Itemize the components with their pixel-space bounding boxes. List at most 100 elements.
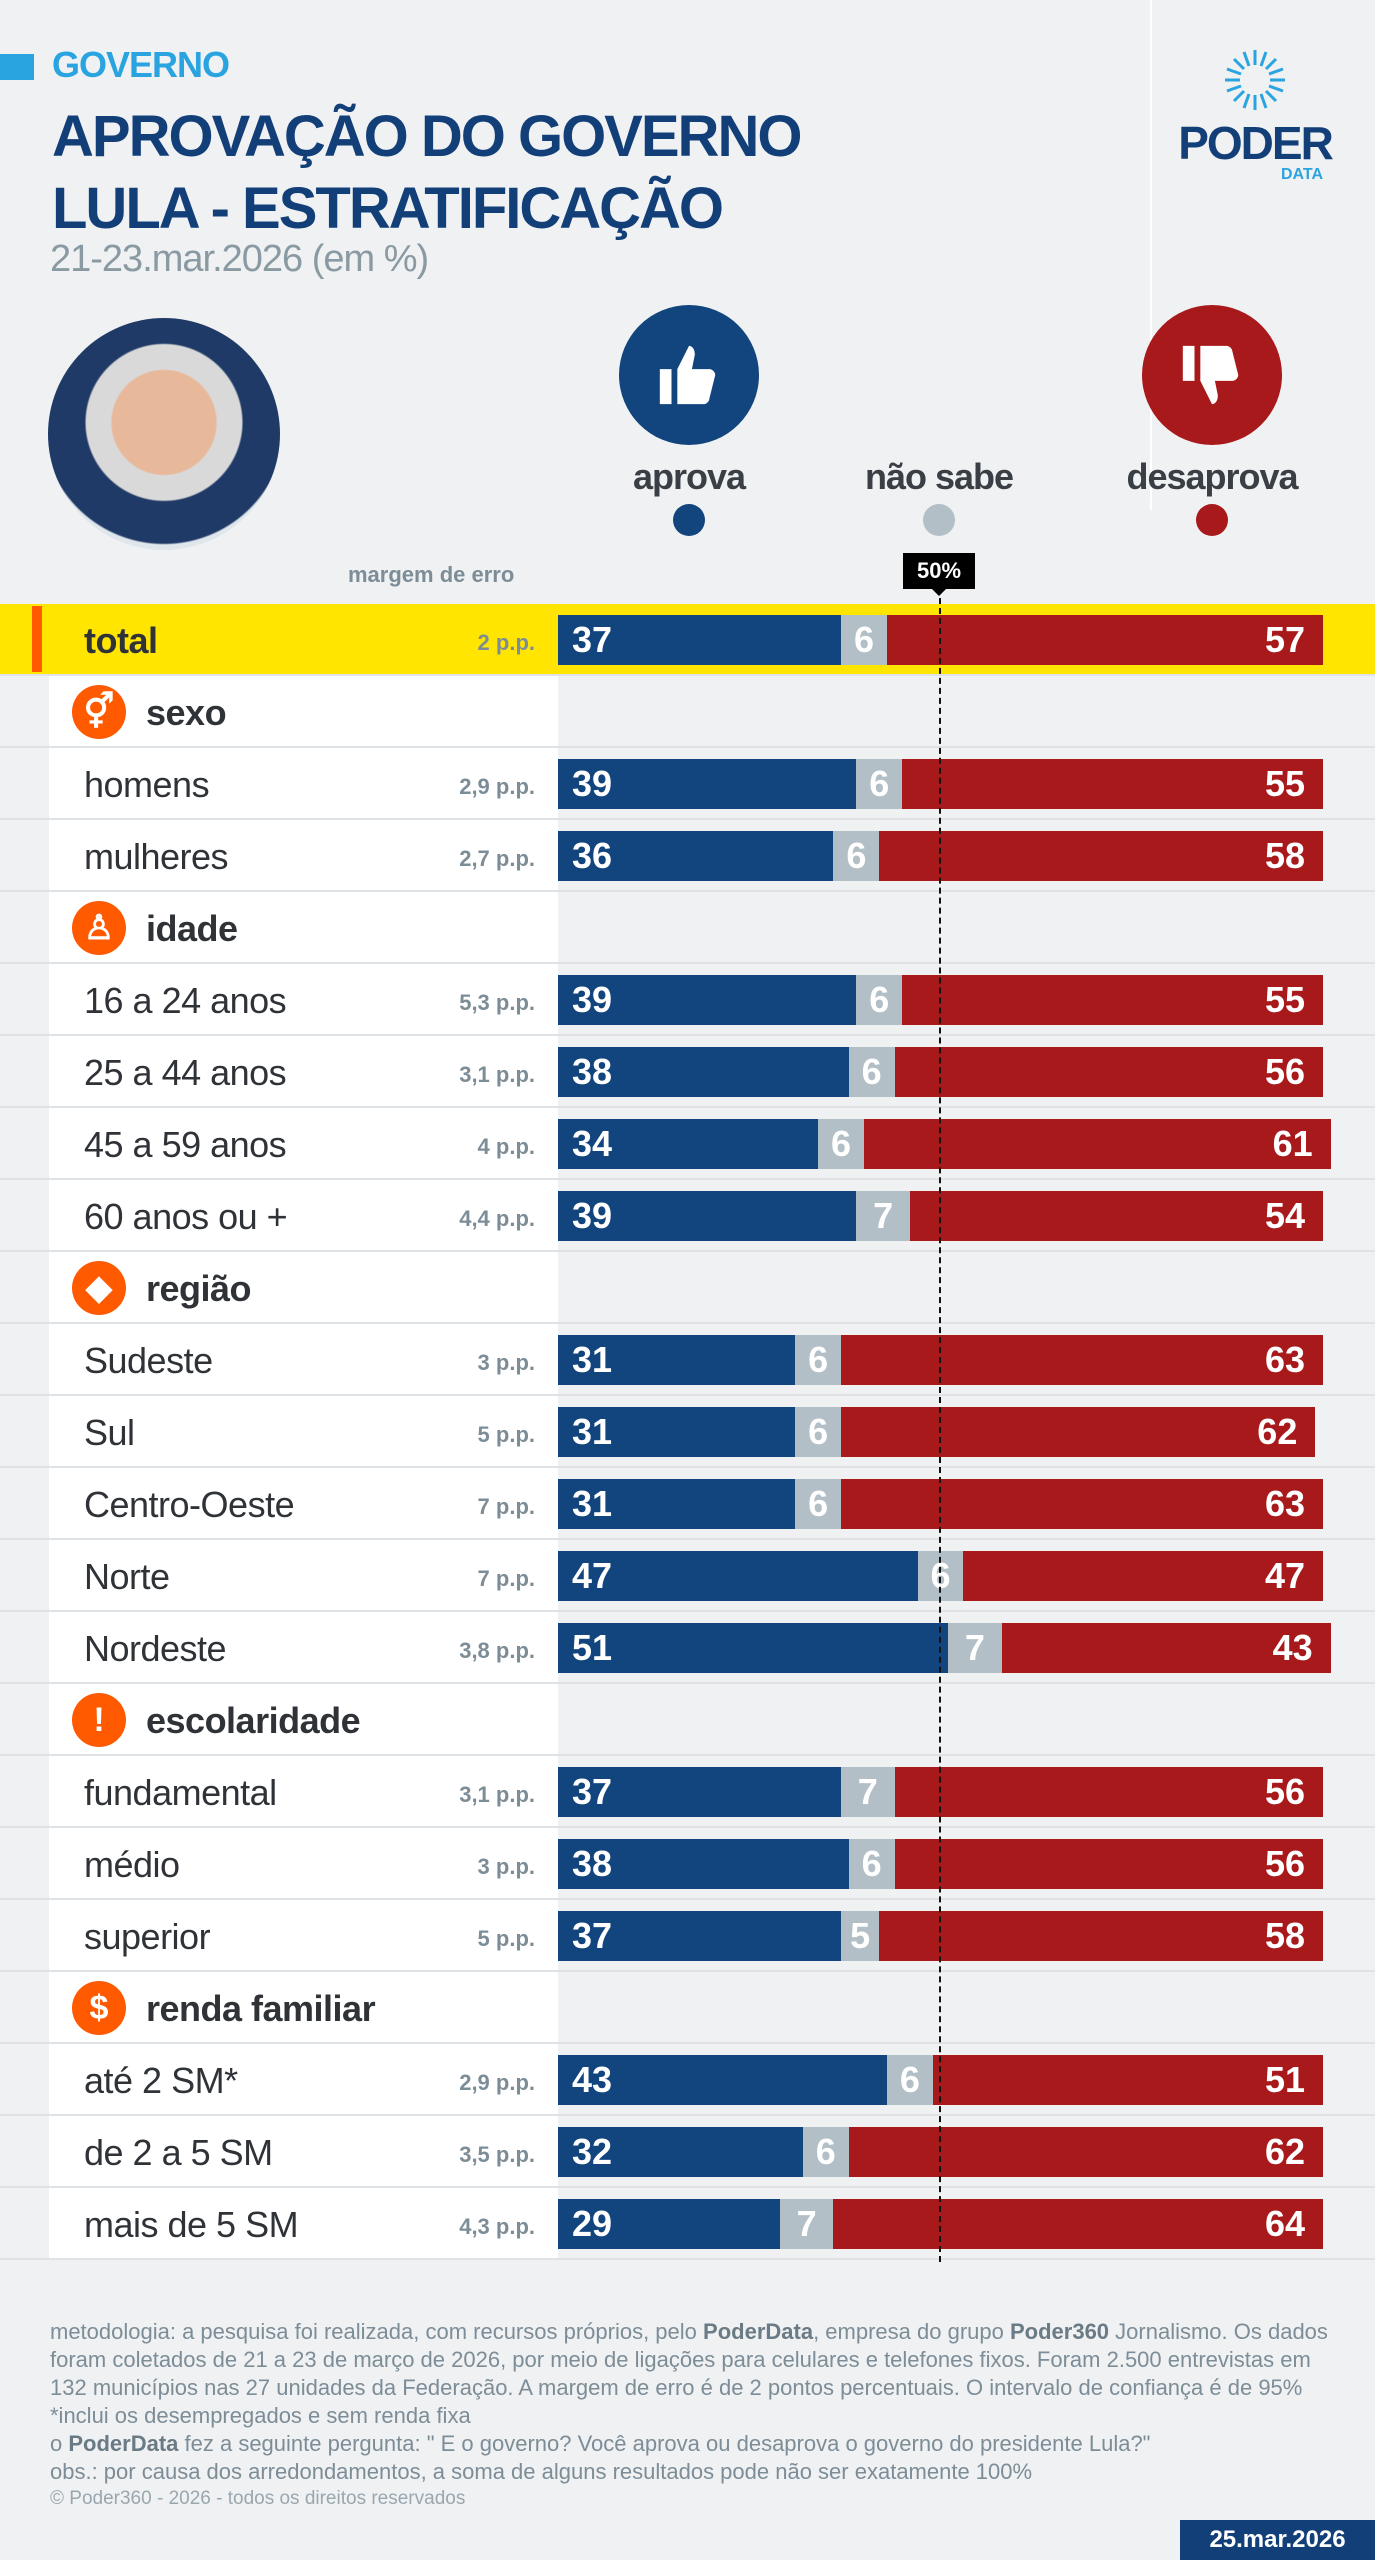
row-label: mulheres	[84, 836, 229, 877]
logo-word: PODER	[1178, 117, 1334, 169]
bar-aprova: 29	[558, 2199, 780, 2249]
row-data: homens 2,9 p.p. 39 6 55	[0, 748, 1375, 820]
page-title-line2: LULA - ESTRATIFICAÇÃO	[52, 176, 724, 241]
label-cell	[49, 1684, 558, 1754]
row-label: escolaridade	[146, 1700, 361, 1741]
row-label: Norte	[84, 1556, 170, 1597]
margin-of-error: 2,9 p.p.	[459, 2070, 535, 2095]
margin-of-error: 2,9 p.p.	[459, 774, 535, 799]
bar-desaprova: 51	[932, 2055, 1323, 2105]
row-data: 45 a 59 anos 4 p.p. 34 6 61	[0, 1108, 1375, 1180]
row-data: Norte 7 p.p. 47 6 47	[0, 1540, 1375, 1612]
margin-of-error: 3 p.p.	[477, 1854, 535, 1879]
fifty-percent-line	[939, 598, 941, 2262]
bar-aprova: 38	[558, 1047, 849, 1097]
bar-desaprova: 56	[894, 1047, 1323, 1097]
row-data: mais de 5 SM 4,3 p.p. 29 7 64	[0, 2188, 1375, 2260]
row-data: mulheres 2,7 p.p. 36 6 58	[0, 820, 1375, 892]
margin-of-error: 5 p.p.	[477, 1422, 535, 1447]
footnote: *inclui os desempregados e sem renda fix…	[50, 2403, 471, 2428]
bar-aprova: 31	[558, 1335, 796, 1385]
bar-desaprova: 57	[886, 615, 1323, 665]
label-cell	[49, 1540, 558, 1610]
label-cell	[49, 1036, 558, 1106]
label-cell	[49, 1468, 558, 1538]
label-cell	[49, 1252, 558, 1322]
label-cell	[49, 1396, 558, 1466]
method-text: metodologia: a pesquisa foi realizada, c…	[50, 2319, 704, 2344]
bar-nao-sabe: 6	[856, 975, 903, 1025]
legend-dot-desaprova	[1196, 504, 1228, 536]
label-cell	[49, 2044, 558, 2114]
bar-nao-sabe: 6	[886, 2055, 933, 2105]
label-cell	[49, 1828, 558, 1898]
bar-desaprova: 47	[963, 1551, 1323, 1601]
question-text: fez a seguinte pergunta: " E o governo? …	[178, 2431, 1151, 2456]
row-data: 16 a 24 anos 5,3 p.p. 39 6 55	[0, 964, 1375, 1036]
margin-of-error: 7 p.p.	[477, 1494, 535, 1519]
exclamation-icon: !	[72, 1693, 126, 1747]
row-label: até 2 SM*	[84, 2060, 238, 2101]
row-header: ⚥ sexo	[0, 676, 1375, 748]
margin-of-error: 4,4 p.p.	[459, 1206, 535, 1231]
bar-nao-sabe: 5	[841, 1911, 880, 1961]
bar-aprova: 37	[558, 1767, 842, 1817]
bar-desaprova: 62	[841, 1407, 1316, 1457]
row-data: fundamental 3,1 p.p. 37 7 56	[0, 1756, 1375, 1828]
bar-aprova: 43	[558, 2055, 887, 2105]
bar-nao-sabe: 7	[779, 2199, 834, 2249]
margin-of-error: 4,3 p.p.	[459, 2214, 535, 2239]
margin-of-error: 2 p.p.	[477, 630, 535, 655]
label-cell	[49, 1108, 558, 1178]
margin-of-error: 5 p.p.	[477, 1926, 535, 1951]
row-label: homens	[84, 764, 210, 805]
margin-of-error: 3,1 p.p.	[459, 1062, 535, 1087]
method-text: Jornalismo. Os dados foram coletados de …	[50, 2319, 1328, 2400]
thumbs-up-icon	[619, 305, 759, 445]
bar-nao-sabe: 6	[818, 1119, 864, 1169]
gender-icon: ⚥	[72, 685, 126, 739]
row-label: de 2 a 5 SM	[84, 2132, 273, 2173]
copyright: © Poder360 - 2026 - todos os direitos re…	[50, 2488, 466, 2509]
label-cell	[49, 2188, 558, 2258]
bar-desaprova: 56	[894, 1767, 1323, 1817]
bar-aprova: 39	[558, 1191, 857, 1241]
row-header: ◆ região	[0, 1252, 1375, 1324]
row-data: Centro-Oeste 7 p.p. 31 6 63	[0, 1468, 1375, 1540]
row-label: Sul	[84, 1412, 135, 1453]
bar-desaprova: 63	[841, 1479, 1323, 1529]
row-label: superior	[84, 1916, 211, 1957]
row-data: de 2 a 5 SM 3,5 p.p. 32 6 62	[0, 2116, 1375, 2188]
bar-desaprova: 58	[879, 831, 1323, 881]
label-cell	[49, 1756, 558, 1826]
bar-desaprova: 62	[848, 2127, 1323, 2177]
bar-aprova: 51	[558, 1623, 949, 1673]
row-label: sexo	[146, 692, 227, 733]
row-data: até 2 SM* 2,9 p.p. 43 6 51	[0, 2044, 1375, 2116]
bar-nao-sabe: 6	[795, 1407, 842, 1457]
row-label: médio	[84, 1844, 180, 1885]
lula-photo	[48, 318, 280, 550]
margin-of-error: 7 p.p.	[477, 1566, 535, 1591]
bar-desaprova: 55	[902, 759, 1323, 809]
row-header: ♙ idade	[0, 892, 1375, 964]
row-label: idade	[146, 908, 238, 949]
legend-aprova: aprova	[632, 456, 746, 497]
label-cell	[49, 820, 558, 890]
bar-aprova: 32	[558, 2127, 803, 2177]
method-brand: PoderData	[703, 2319, 814, 2344]
bar-nao-sabe: 6	[802, 2127, 849, 2177]
row-label: mais de 5 SM	[84, 2204, 299, 2245]
row-label: total	[84, 620, 158, 661]
bar-nao-sabe: 6	[848, 1047, 895, 1097]
row-data: 60 anos ou + 4,4 p.p. 39 7 54	[0, 1180, 1375, 1252]
poderdata-logo: PODER DATA	[1175, 45, 1335, 184]
bar-desaprova: 61	[864, 1119, 1331, 1169]
bar-aprova: 37	[558, 1911, 842, 1961]
row-data: superior 5 p.p. 37 5 58	[0, 1900, 1375, 1972]
question-text: o	[50, 2431, 69, 2456]
margin-of-error: 4 p.p.	[477, 1134, 535, 1159]
thumbs-down-icon	[1142, 305, 1282, 445]
dollar-icon: $	[72, 1981, 126, 2035]
bar-aprova: 47	[558, 1551, 918, 1601]
